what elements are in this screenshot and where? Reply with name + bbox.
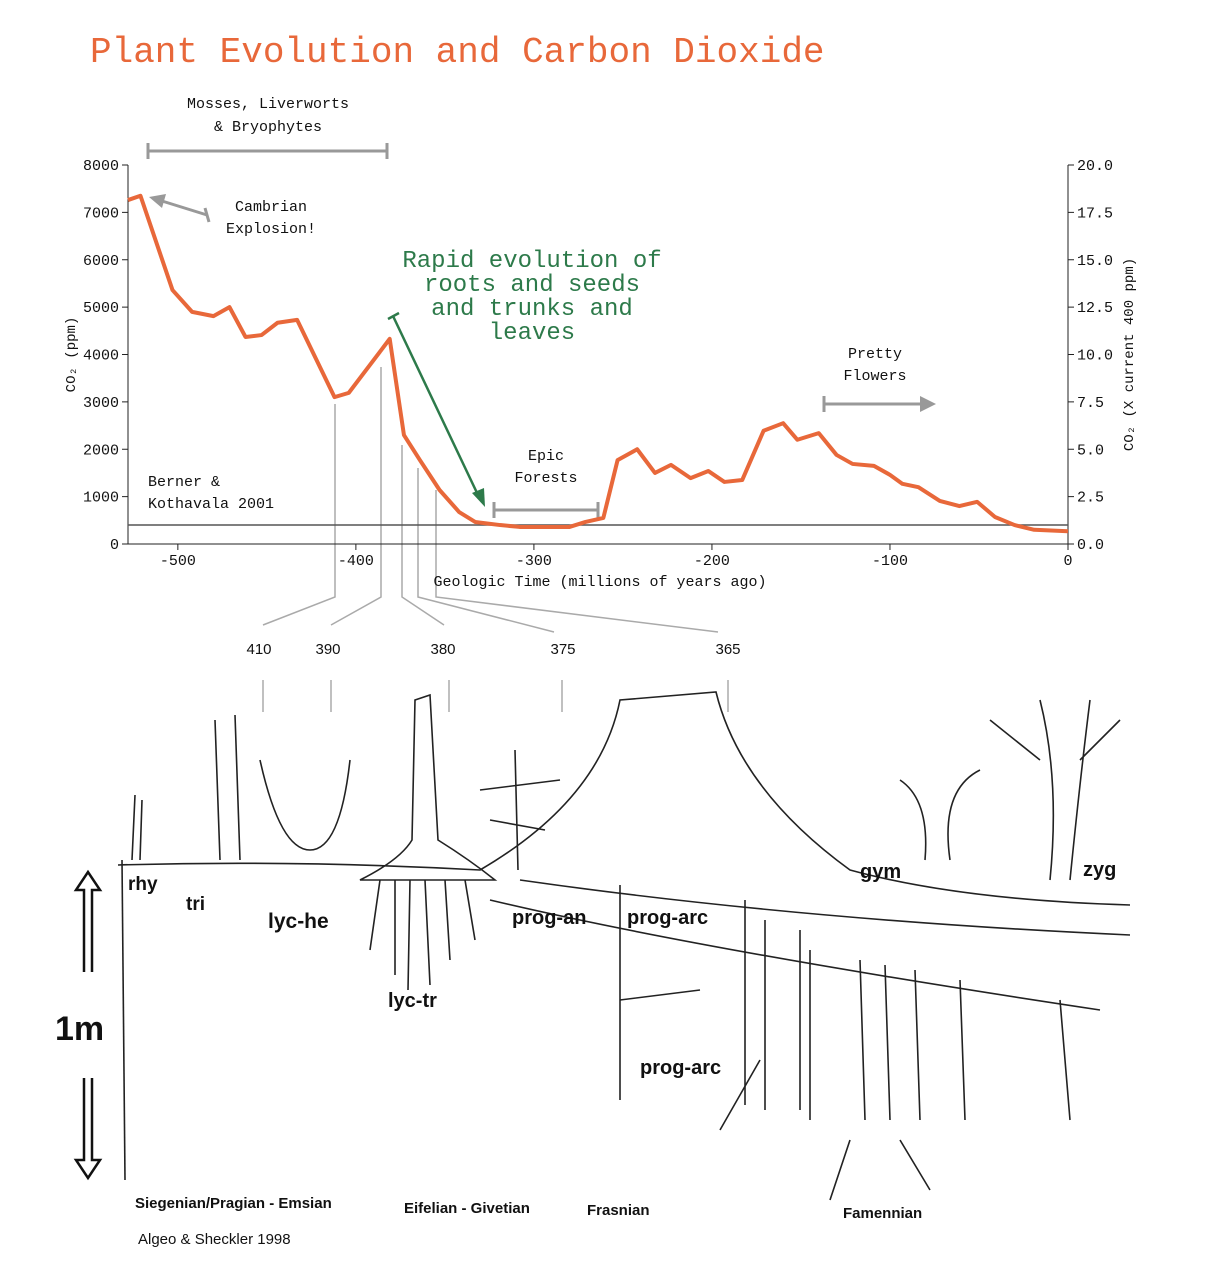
x-tick-label: -400 xyxy=(338,553,374,570)
y-tick-label: 3000 xyxy=(83,395,119,412)
annotation: roots and seeds xyxy=(424,272,640,299)
x-tick-label: -200 xyxy=(694,553,730,570)
age-label: 365 xyxy=(715,641,740,658)
y2-tick-label: 15.0 xyxy=(1077,253,1113,270)
period-label: Frasnian xyxy=(587,1202,650,1219)
annotation: Pretty xyxy=(848,346,902,363)
plant-label: rhy xyxy=(128,874,158,895)
annotation: Mosses, Liverworts xyxy=(187,96,349,113)
y2-tick-label: 12.5 xyxy=(1077,300,1113,317)
y-tick-label: 4000 xyxy=(83,348,119,365)
annotation: Cambrian xyxy=(235,199,307,216)
scale-arrows xyxy=(73,869,103,1181)
x-tick-label: 0 xyxy=(1063,553,1072,570)
y-tick-label: 2000 xyxy=(83,442,119,459)
age-label: 375 xyxy=(550,641,575,658)
y-tick-label: 6000 xyxy=(83,253,119,270)
chart: 0 1000 2000 3000 4000 5000 6000 7000 8000 0.0 2.5 5… xyxy=(64,96,1138,712)
age-label: 410 xyxy=(246,641,271,658)
age-connectors xyxy=(262,367,729,712)
co2-line xyxy=(127,193,1069,534)
y2-axis-label: CO₂ (X current 400 ppm) xyxy=(1122,258,1138,451)
source-label: Algeo & Sheckler 1998 xyxy=(138,1231,291,1248)
y2-tick-label: 2.5 xyxy=(1077,490,1104,507)
annotation: and trunks and xyxy=(431,296,633,323)
y2-tick-label: 10.0 xyxy=(1077,348,1113,365)
annotation: leaves xyxy=(489,320,575,347)
y-tick-label: 7000 xyxy=(83,205,119,222)
plant-label: lyc-he xyxy=(268,910,329,933)
annotation-graphics xyxy=(146,143,936,518)
plant-label: lyc-tr xyxy=(388,990,437,1012)
illustration: rhy tri lyc-he lyc-tr prog-an prog-arc p… xyxy=(55,641,1131,1248)
period-label: Famennian xyxy=(843,1205,922,1222)
y2-tick-label: 20.0 xyxy=(1077,158,1113,175)
y2-tick-label: 17.5 xyxy=(1077,205,1113,222)
age-label: 380 xyxy=(430,641,455,658)
period-label: Siegenian/Pragian - Emsian xyxy=(135,1195,332,1212)
annotation: Explosion! xyxy=(226,221,316,238)
y-tick-label: 0 xyxy=(110,537,119,554)
chart-title: Plant Evolution and Carbon Dioxide xyxy=(90,32,825,73)
period-label: Eifelian - Givetian xyxy=(404,1200,530,1217)
y2-tick-label: 5.0 xyxy=(1077,442,1104,459)
annotation: Forests xyxy=(514,470,577,487)
annotation: Berner & xyxy=(148,474,220,491)
rapid-arrow xyxy=(387,311,485,507)
plant-label: zyg xyxy=(1083,859,1116,881)
annotation: Kothavala 2001 xyxy=(148,496,274,513)
scale-label: 1m xyxy=(55,1010,104,1048)
annotation: & Bryophytes xyxy=(214,119,322,136)
x-tick-label: -300 xyxy=(516,553,552,570)
x-axis-label: Geologic Time (millions of years ago) xyxy=(433,574,766,591)
plant-label: prog-an xyxy=(512,907,586,929)
y-tick-label: 5000 xyxy=(83,300,119,317)
y-tick-label: 1000 xyxy=(83,490,119,507)
x-tick-label: -100 xyxy=(872,553,908,570)
y-tick-label: 8000 xyxy=(83,158,119,175)
sketch xyxy=(117,691,1131,1201)
x-tick-label: -500 xyxy=(160,553,196,570)
y2-tick-label: 0.0 xyxy=(1077,537,1104,554)
plant-label: gym xyxy=(860,861,901,883)
age-label: 390 xyxy=(315,641,340,658)
y-axis-label: CO₂ (ppm) xyxy=(64,317,80,393)
plant-label: prog-arc xyxy=(627,907,708,929)
plant-label: tri xyxy=(186,894,205,915)
annotation: Flowers xyxy=(843,368,906,385)
annotation: Epic xyxy=(528,448,564,465)
plant-label: prog-arc xyxy=(640,1057,721,1079)
y2-tick-label: 7.5 xyxy=(1077,395,1104,412)
annotation: Rapid evolution of xyxy=(402,248,661,275)
